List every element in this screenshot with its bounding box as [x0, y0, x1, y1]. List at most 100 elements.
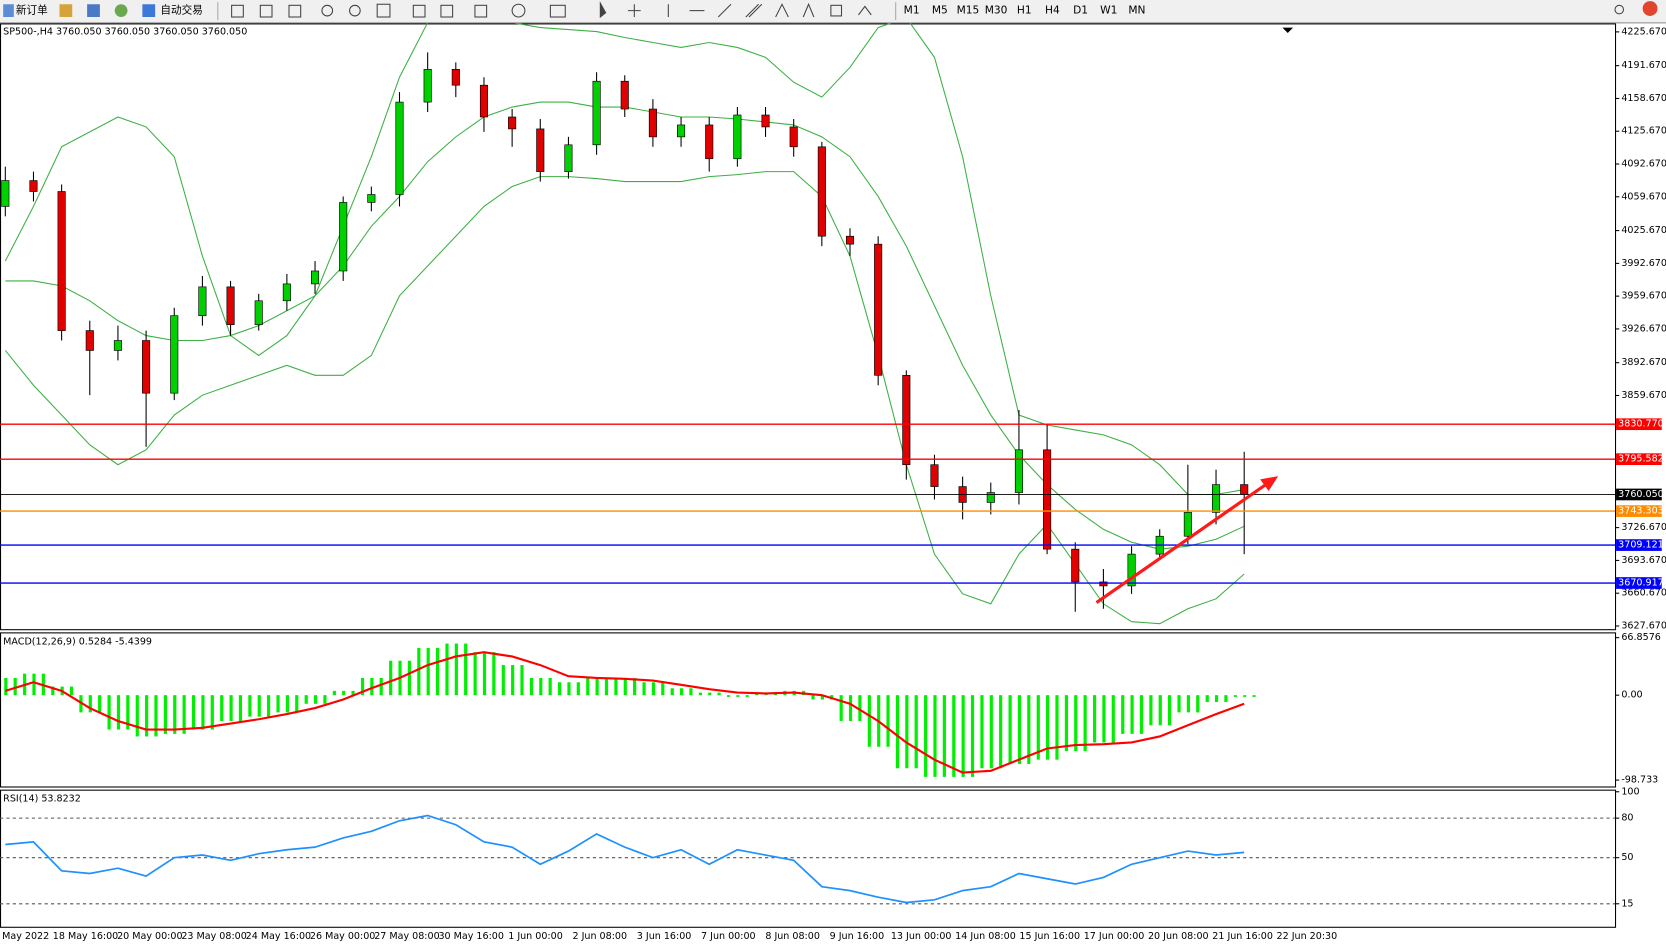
auto-trading-button[interactable]: 自动交易	[160, 4, 202, 17]
macd-bar	[905, 695, 909, 769]
macd-bar	[755, 693, 759, 696]
macd-bar	[1027, 695, 1031, 764]
macd-bar	[736, 695, 740, 697]
y-tick-label: -98.733	[1621, 775, 1658, 786]
timeframe-button[interactable]: M5	[932, 4, 948, 17]
macd-bar	[745, 695, 749, 697]
macd-bar	[464, 643, 468, 696]
y-tick-label: 4225.670	[1621, 26, 1666, 37]
x-tick-label: 3 Jun 16:00	[637, 931, 692, 942]
timeframe-button[interactable]: M30	[985, 4, 1008, 17]
timeframe-button[interactable]: D1	[1073, 4, 1088, 17]
y-tick-label: 3959.670	[1621, 291, 1666, 302]
macd-bar	[1224, 695, 1228, 703]
icon[interactable]	[511, 3, 526, 18]
x-tick-label: 24 May 16:00	[246, 931, 311, 942]
timeframes: M1 M5 M15 M30 H1 H4 D1 W1 MN	[904, 4, 1146, 17]
candle-body	[29, 180, 38, 192]
icon[interactable]	[87, 4, 100, 18]
macd-bar	[1008, 695, 1012, 764]
icon[interactable]	[321, 4, 334, 17]
macd-bar	[595, 677, 599, 696]
macd-bar	[942, 695, 946, 777]
macd-bar	[135, 695, 139, 737]
macd-bar	[163, 695, 168, 734]
x-tick-label: 1 Jun 00:00	[508, 931, 563, 942]
icon[interactable]	[412, 4, 426, 18]
macd-bar	[989, 695, 993, 769]
y-tick-label: 4191.670	[1621, 60, 1666, 71]
macd-bar	[567, 682, 571, 696]
macd-bar	[389, 660, 393, 696]
macd-bar	[952, 695, 956, 777]
search-icon[interactable]	[1614, 4, 1625, 15]
timeframe-button[interactable]: MN	[1128, 4, 1145, 17]
icon[interactable]	[775, 3, 789, 18]
timeframe-button[interactable]: M1	[904, 4, 920, 17]
macd-bar	[1064, 695, 1069, 752]
icon[interactable]	[288, 4, 302, 18]
icon[interactable]	[802, 2, 815, 18]
tool-icons	[231, 1, 1625, 19]
candle-body	[1127, 553, 1136, 587]
macd-bar	[642, 682, 646, 696]
macd-bar	[473, 652, 477, 696]
y-tick-label: 4125.670	[1621, 126, 1666, 137]
candle-body	[226, 286, 235, 325]
timeframe-button[interactable]: H1	[1017, 4, 1032, 17]
panel-frames	[0, 23, 1617, 928]
x-tick-label: 22 Jun 20:30	[1277, 931, 1338, 942]
macd-bar	[342, 690, 346, 696]
macd-bar	[107, 695, 111, 730]
macd-bar	[924, 695, 928, 777]
macd-bar	[407, 660, 411, 696]
icon[interactable]	[474, 4, 488, 18]
macd-bar	[614, 677, 618, 696]
icon[interactable]	[549, 4, 566, 18]
macd-bar	[961, 695, 965, 777]
price-level-label: 3830.770	[1618, 419, 1664, 430]
icon[interactable]	[142, 4, 156, 18]
notification-badge[interactable]	[1642, 1, 1658, 16]
rsi-panel	[0, 789, 1617, 928]
icon[interactable]	[858, 5, 872, 16]
icon[interactable]	[3, 4, 14, 18]
macd-bar	[220, 695, 224, 721]
icon[interactable]	[599, 1, 607, 19]
panel-title: RSI(14) 53.8232	[3, 794, 81, 805]
candle-body	[705, 124, 714, 160]
icon[interactable]	[114, 4, 128, 18]
icon[interactable]	[717, 3, 732, 18]
y-tick-label: 66.8576	[1621, 632, 1660, 643]
macd-bar	[248, 695, 252, 717]
new-order-button[interactable]: 新订单	[16, 4, 48, 17]
icon[interactable]	[231, 4, 244, 18]
y-tick-label: 3660.670	[1621, 588, 1666, 599]
icon[interactable]	[745, 3, 763, 18]
y-tick-label: 3726.670	[1621, 522, 1666, 533]
macd-bar	[1252, 695, 1256, 697]
macd-bar	[548, 677, 552, 696]
trend-arrow	[1095, 476, 1279, 604]
timeframe-button[interactable]: H4	[1045, 4, 1060, 17]
x-tick-label: 17 Jun 00:00	[1084, 931, 1145, 942]
x-tick-label: 9 Jun 16:00	[830, 931, 885, 942]
macd-bar	[1111, 695, 1115, 743]
macd-bar	[858, 695, 862, 721]
icon[interactable]	[259, 4, 273, 18]
icon[interactable]	[376, 3, 391, 18]
icon[interactable]	[830, 4, 843, 17]
candle-body	[451, 68, 460, 86]
macd-bar	[51, 686, 55, 696]
candle-body	[592, 80, 601, 146]
icon[interactable]	[440, 4, 454, 18]
price-level-tag	[1616, 577, 1662, 589]
icon[interactable]	[627, 4, 641, 18]
timeframe-button[interactable]: W1	[1100, 4, 1117, 17]
timeframe-button[interactable]: M15	[957, 4, 980, 17]
icon[interactable]	[349, 4, 361, 17]
macd-bar	[1233, 695, 1237, 697]
macd-bar	[773, 693, 778, 696]
macd-bar	[539, 677, 543, 696]
icon[interactable]	[59, 4, 73, 18]
